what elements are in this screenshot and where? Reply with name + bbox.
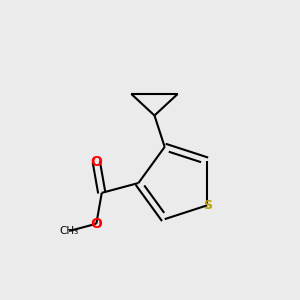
Text: S: S bbox=[202, 199, 211, 212]
Text: CH₃: CH₃ bbox=[60, 226, 79, 236]
Text: O: O bbox=[90, 155, 102, 169]
Text: O: O bbox=[90, 217, 102, 231]
